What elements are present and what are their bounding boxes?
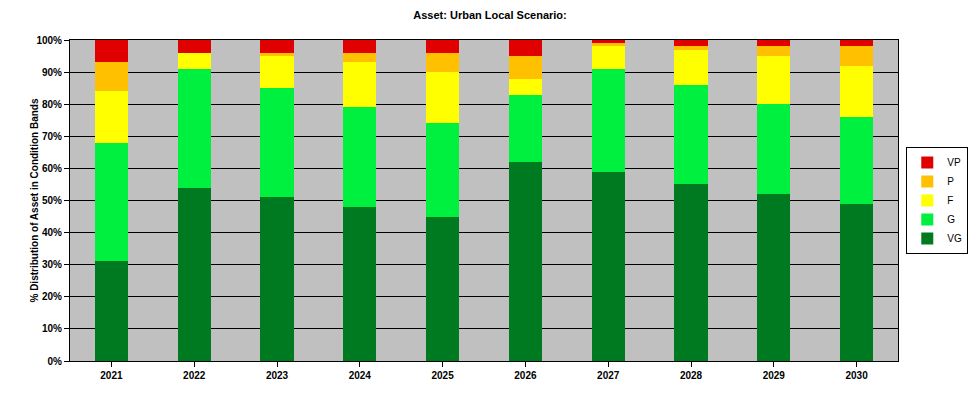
svg-text:30%: 30%	[42, 259, 62, 270]
svg-text:90%: 90%	[42, 67, 62, 78]
svg-text:2023: 2023	[266, 370, 289, 381]
svg-text:G: G	[947, 214, 955, 225]
svg-text:20%: 20%	[42, 291, 62, 302]
svg-text:60%: 60%	[42, 163, 62, 174]
svg-text:F: F	[947, 195, 953, 206]
svg-text:Asset: Urban Local Scenario:: Asset: Urban Local Scenario:	[413, 9, 566, 21]
svg-text:2030: 2030	[845, 370, 868, 381]
svg-text:80%: 80%	[42, 99, 62, 110]
svg-text:% Distribution of Asset in Con: % Distribution of Asset in Condition Ban…	[29, 98, 40, 303]
svg-text:2026: 2026	[514, 370, 537, 381]
svg-text:VG: VG	[947, 233, 962, 244]
svg-text:2029: 2029	[763, 370, 786, 381]
svg-text:100%: 100%	[36, 35, 62, 46]
svg-text:10%: 10%	[42, 323, 62, 334]
svg-text:2022: 2022	[183, 370, 206, 381]
svg-text:VP: VP	[947, 157, 961, 168]
svg-text:0%: 0%	[48, 356, 63, 367]
svg-text:2021: 2021	[100, 370, 123, 381]
svg-text:2024: 2024	[349, 370, 372, 381]
svg-text:40%: 40%	[42, 227, 62, 238]
svg-text:2027: 2027	[597, 370, 620, 381]
svg-text:P: P	[947, 176, 954, 187]
svg-text:2028: 2028	[680, 370, 703, 381]
svg-text:50%: 50%	[42, 195, 62, 206]
svg-text:70%: 70%	[42, 131, 62, 142]
svg-text:2025: 2025	[431, 370, 454, 381]
